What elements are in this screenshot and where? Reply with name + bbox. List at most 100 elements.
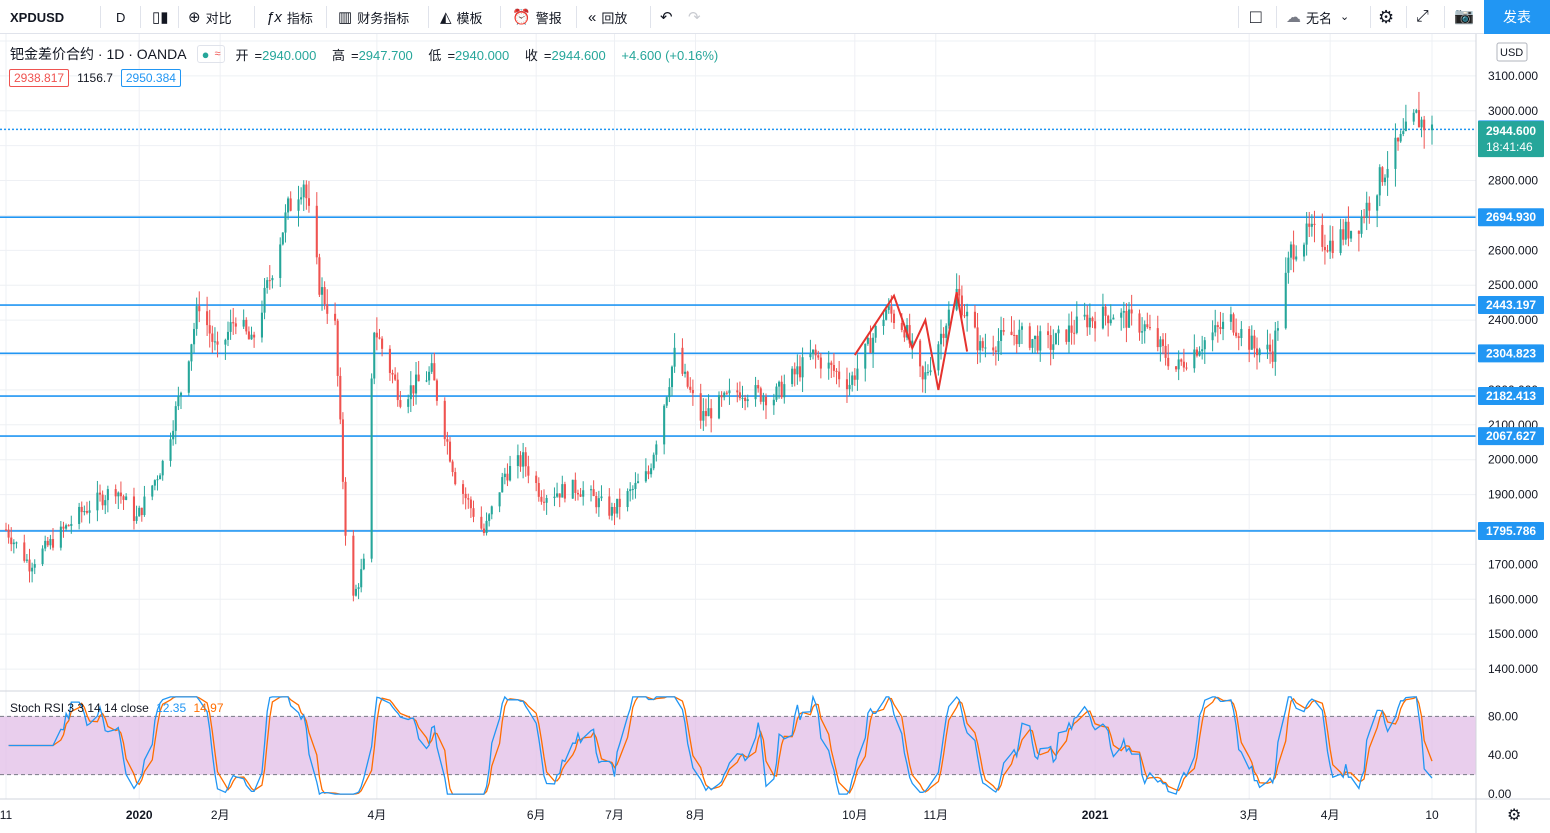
rewind-icon: «	[588, 8, 597, 26]
candle-body	[300, 197, 303, 200]
time-tick-label: 10	[1425, 808, 1439, 822]
undo-button[interactable]: ↶	[660, 0, 678, 34]
candle-body	[1276, 328, 1279, 331]
candle-body	[817, 355, 820, 358]
interval-button[interactable]: D	[116, 0, 125, 34]
candle-body	[1329, 240, 1332, 252]
candle-body	[172, 430, 175, 440]
level-price-tag[interactable]	[1478, 296, 1544, 315]
candle-body	[1033, 335, 1037, 340]
level-price-tag[interactable]	[1478, 387, 1544, 406]
chart-area[interactable]: USD1400.0001500.0001600.0001700.0001800.…	[0, 34, 1550, 833]
layout-menu[interactable]: ☁ 无名 ⌄	[1286, 0, 1354, 34]
stoch-tick-label: 0.00	[1488, 787, 1512, 801]
compare-button[interactable]: ⊕ 对比	[188, 0, 232, 34]
candle-body	[302, 184, 305, 198]
candle-body	[1067, 325, 1071, 342]
candle-body	[101, 494, 104, 506]
candle-body	[1402, 131, 1405, 135]
candle-body	[1101, 306, 1104, 329]
candle-body	[1000, 330, 1003, 342]
candle-body	[1240, 328, 1243, 338]
settings-button[interactable]: ⚙	[1378, 0, 1399, 34]
compare-label: 对比	[205, 10, 232, 26]
chart-type-button[interactable]: ▯▮	[152, 0, 174, 34]
visibility-toggle[interactable]: ● ≈	[196, 45, 226, 63]
candle-body	[759, 388, 762, 402]
candle-body	[362, 558, 365, 570]
open-value: 2940.000	[262, 47, 317, 63]
horizontal-levels[interactable]	[0, 128, 1476, 532]
level-price-label: 2067.627	[1486, 429, 1536, 443]
time-tick-label: 4月	[1321, 808, 1340, 822]
candle-body	[122, 496, 125, 500]
publish-button[interactable]: 发表	[1484, 0, 1550, 34]
candle-body	[684, 371, 687, 374]
redo-button[interactable]: ↷	[688, 0, 706, 34]
candle-body	[174, 406, 177, 431]
candle-body	[414, 374, 418, 394]
spread-value: 1156.7	[77, 71, 113, 85]
candle-body	[1415, 110, 1418, 113]
candle-body	[70, 523, 73, 526]
snapshot-button[interactable]: 📷	[1454, 0, 1479, 34]
candle-body	[892, 313, 896, 324]
zigzag-line[interactable]	[853, 292, 969, 391]
bid-price[interactable]: 2938.817	[9, 69, 70, 87]
time-tick-label: 3月	[1240, 808, 1259, 822]
candle-body	[206, 311, 209, 326]
candle-body	[67, 525, 70, 527]
candle-body	[323, 287, 326, 305]
axis-settings-gear-icon[interactable]: ⚙	[1507, 805, 1521, 824]
indicators-button[interactable]: ƒx 指标	[266, 0, 313, 34]
candle-body	[681, 347, 684, 374]
candle-body	[287, 198, 290, 213]
templates-button[interactable]: ◭ 模板	[440, 0, 483, 34]
candle-body	[119, 492, 122, 497]
candle-body	[213, 341, 216, 343]
candle-body	[762, 396, 765, 402]
candle-body	[59, 526, 62, 548]
replay-button[interactable]: «回放	[588, 0, 627, 34]
candle-body	[490, 506, 493, 515]
level-price-tag[interactable]	[1478, 208, 1544, 227]
candle-body	[1146, 324, 1149, 328]
candle-body	[156, 479, 159, 481]
candle-body	[793, 368, 796, 375]
ask-price[interactable]: 2950.384	[120, 69, 181, 87]
publish-label: 发表	[1503, 9, 1531, 25]
zigzag-drawing[interactable]	[853, 292, 969, 391]
candle-body	[360, 569, 363, 588]
stoch-band	[0, 716, 1476, 775]
level-price-tag[interactable]	[1478, 521, 1544, 540]
currency-box	[1496, 42, 1528, 62]
candle-body	[1015, 334, 1018, 345]
candle-body	[1420, 119, 1423, 128]
candle-body	[631, 489, 634, 491]
candle-body	[352, 535, 355, 596]
candle-body	[132, 496, 136, 521]
candle-body	[446, 439, 449, 442]
fullscreen-square-button[interactable]: □	[1250, 0, 1266, 34]
financials-button[interactable]: ▥ 财务指标	[338, 0, 409, 34]
price-tick-label: 3100.000	[1488, 69, 1538, 83]
candle-body	[655, 444, 658, 455]
candle-body	[921, 366, 924, 380]
price-axis[interactable]: USD1400.0001500.0001600.0001700.0001800.…	[1475, 34, 1550, 833]
time-axis[interactable]: 11 2020 2月 4月 6月 7月 8月 10月 11月 2021 3月 4月 10 ⚙	[0, 798, 1550, 824]
candle-body	[96, 492, 99, 511]
fullscreen-button[interactable]: ⤢	[1416, 0, 1434, 34]
candle-body	[670, 366, 674, 388]
candle-body	[1028, 326, 1031, 348]
level-price-tag[interactable]	[1478, 427, 1544, 446]
layout-name: 无名	[1306, 10, 1333, 26]
candle-body	[31, 567, 34, 572]
candle-body	[394, 374, 397, 380]
candle-body	[1255, 348, 1259, 356]
level-price-tag[interactable]	[1478, 344, 1544, 363]
alert-button[interactable]: ⏰ 警报	[512, 0, 562, 34]
candle-body	[717, 395, 721, 419]
stoch-title: Stoch RSI 3 3 14 14 close	[10, 701, 149, 715]
candle-body	[955, 288, 958, 310]
symbol-search[interactable]: XPDUSD	[10, 0, 64, 34]
